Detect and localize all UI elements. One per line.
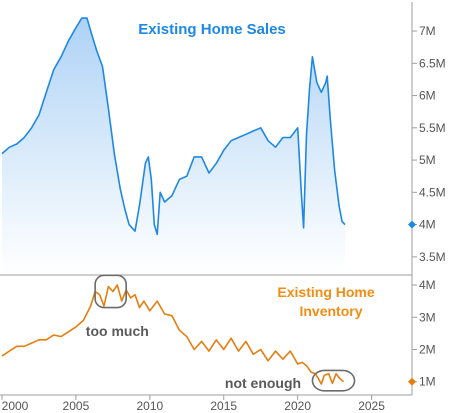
sales-y-tick-label: 7M — [419, 24, 436, 38]
sales-y-tick-label: 6M — [419, 89, 436, 103]
x-tick-label: 2005 — [63, 399, 90, 413]
sales-chart-title: Existing Home Sales — [138, 21, 286, 38]
inventory-latest-marker — [408, 377, 416, 386]
inventory-line — [1, 284, 345, 385]
inventory-chart-title: Existing Home Inventory — [277, 284, 378, 319]
inventory-y-tick-label: 2M — [419, 343, 436, 357]
sales-y-tick-label: 4.5M — [419, 185, 446, 199]
not-enough-circle — [311, 369, 356, 392]
sales-area — [2, 18, 345, 274]
x-tick-label: 2020 — [284, 399, 311, 413]
x-axis-ticks: 2000 2005 2010 2015 2020 2025 — [1, 395, 385, 413]
too-much-label: too much — [86, 323, 149, 339]
inventory-y-tick-label: 1M — [419, 375, 436, 389]
sales-line — [1, 17, 346, 236]
sales-y-tick-label: 5M — [419, 153, 436, 167]
x-tick-label: 2010 — [136, 399, 163, 413]
x-tick-label: 2015 — [210, 399, 237, 413]
sales-latest-marker — [408, 220, 416, 229]
sales-panel: 3.5M 4M 4.5M 5M 5.5M 6M 6.5M 7M Existing Home S… — [1, 17, 446, 274]
inventory-title-line-1: Existing Home — [277, 284, 374, 300]
x-tick-label: 2025 — [358, 399, 385, 413]
inventory-y-tick-label: 3M — [419, 310, 436, 324]
sales-y-tick-label: 5.5M — [419, 121, 446, 135]
sales-y-tick-label: 3.5M — [419, 250, 446, 264]
inventory-panel: 1M 2M 3M 4M Existing Home Inventory too muc… — [1, 274, 436, 392]
x-tick-label: 2000 — [2, 399, 29, 413]
sales-y-tick-label: 4M — [419, 218, 436, 232]
too-much-circle — [94, 274, 127, 309]
not-enough-label: not enough — [225, 375, 301, 391]
sales-y-tick-label: 6.5M — [419, 56, 446, 70]
inventory-title-line-2: Inventory — [299, 303, 362, 319]
inventory-y-tick-label: 4M — [419, 278, 436, 292]
